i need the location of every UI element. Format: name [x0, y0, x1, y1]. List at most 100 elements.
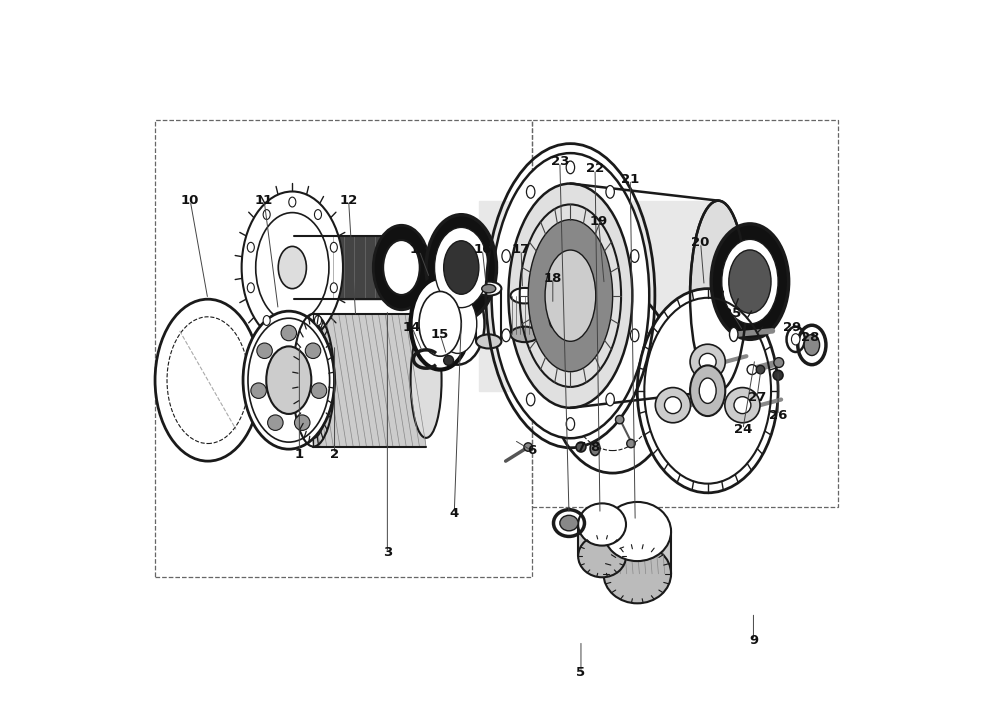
Ellipse shape	[606, 393, 614, 406]
Bar	[155, 120, 532, 577]
Text: 7: 7	[576, 441, 586, 453]
Ellipse shape	[606, 186, 614, 199]
Text: 21: 21	[621, 173, 639, 186]
Ellipse shape	[248, 318, 330, 442]
Ellipse shape	[256, 213, 329, 322]
Ellipse shape	[627, 439, 635, 448]
Ellipse shape	[419, 291, 461, 356]
Ellipse shape	[508, 184, 632, 408]
Ellipse shape	[730, 327, 738, 341]
Text: 10: 10	[181, 194, 199, 207]
Polygon shape	[479, 201, 718, 391]
Text: 17: 17	[512, 244, 530, 256]
Ellipse shape	[544, 303, 566, 337]
Text: 16: 16	[473, 244, 492, 256]
Ellipse shape	[791, 334, 800, 345]
Ellipse shape	[263, 210, 270, 220]
Text: 12: 12	[340, 194, 358, 207]
Text: 2: 2	[330, 448, 339, 460]
Ellipse shape	[615, 415, 624, 424]
Ellipse shape	[266, 346, 311, 414]
Ellipse shape	[566, 161, 575, 174]
Ellipse shape	[560, 515, 578, 531]
Ellipse shape	[690, 365, 725, 416]
Ellipse shape	[747, 365, 757, 375]
Ellipse shape	[383, 240, 420, 295]
Ellipse shape	[482, 284, 496, 293]
Ellipse shape	[804, 334, 820, 356]
Text: 3: 3	[383, 546, 392, 559]
Ellipse shape	[476, 334, 501, 348]
Ellipse shape	[411, 322, 442, 438]
Ellipse shape	[729, 250, 771, 313]
Ellipse shape	[330, 242, 337, 252]
Ellipse shape	[699, 353, 716, 370]
Ellipse shape	[289, 328, 296, 338]
Text: 26: 26	[769, 409, 787, 422]
Ellipse shape	[373, 225, 430, 310]
Text: 25: 25	[723, 307, 741, 320]
Text: 18: 18	[544, 272, 562, 284]
Ellipse shape	[155, 299, 261, 461]
Text: 22: 22	[586, 163, 604, 175]
Ellipse shape	[774, 358, 784, 367]
Ellipse shape	[630, 329, 639, 341]
Bar	[313, 314, 426, 446]
Bar	[603, 532, 671, 574]
Ellipse shape	[251, 383, 266, 398]
Bar	[476, 289, 501, 341]
Polygon shape	[294, 236, 387, 299]
Ellipse shape	[243, 311, 335, 449]
Ellipse shape	[268, 415, 283, 430]
Ellipse shape	[439, 294, 477, 353]
Ellipse shape	[722, 239, 778, 324]
Ellipse shape	[247, 242, 254, 252]
Text: 19: 19	[589, 215, 608, 228]
Ellipse shape	[549, 312, 561, 329]
Text: 14: 14	[403, 321, 421, 334]
Ellipse shape	[289, 197, 296, 207]
Ellipse shape	[247, 283, 254, 293]
Text: 1: 1	[295, 448, 304, 460]
Ellipse shape	[298, 322, 329, 438]
Text: 11: 11	[255, 194, 273, 207]
Text: 23: 23	[551, 156, 569, 168]
Circle shape	[444, 356, 454, 365]
Text: 5: 5	[576, 666, 586, 679]
Text: 4: 4	[450, 508, 459, 520]
Ellipse shape	[690, 344, 725, 379]
Text: 13: 13	[410, 244, 428, 256]
Circle shape	[576, 442, 586, 452]
Bar	[532, 120, 838, 507]
Ellipse shape	[314, 315, 321, 325]
Ellipse shape	[257, 343, 272, 358]
Ellipse shape	[734, 397, 751, 414]
Ellipse shape	[511, 288, 539, 303]
Ellipse shape	[375, 236, 400, 299]
Ellipse shape	[242, 191, 343, 344]
Ellipse shape	[444, 241, 479, 294]
Ellipse shape	[690, 201, 746, 391]
Ellipse shape	[294, 415, 310, 430]
Text: 15: 15	[431, 328, 449, 341]
Text: 24: 24	[734, 423, 752, 436]
Ellipse shape	[411, 278, 470, 370]
Ellipse shape	[314, 210, 321, 220]
Ellipse shape	[526, 393, 535, 406]
Ellipse shape	[330, 283, 337, 293]
Ellipse shape	[492, 153, 649, 438]
Text: 8: 8	[590, 441, 600, 453]
Ellipse shape	[431, 283, 485, 365]
Ellipse shape	[637, 289, 778, 493]
Ellipse shape	[281, 325, 297, 341]
Ellipse shape	[426, 215, 496, 320]
Ellipse shape	[526, 186, 535, 199]
Text: 27: 27	[748, 391, 766, 404]
Ellipse shape	[699, 378, 716, 403]
Ellipse shape	[524, 443, 532, 451]
Ellipse shape	[549, 287, 676, 473]
Ellipse shape	[655, 388, 691, 423]
Ellipse shape	[630, 250, 639, 263]
Ellipse shape	[311, 383, 327, 398]
Text: 29: 29	[783, 321, 801, 334]
